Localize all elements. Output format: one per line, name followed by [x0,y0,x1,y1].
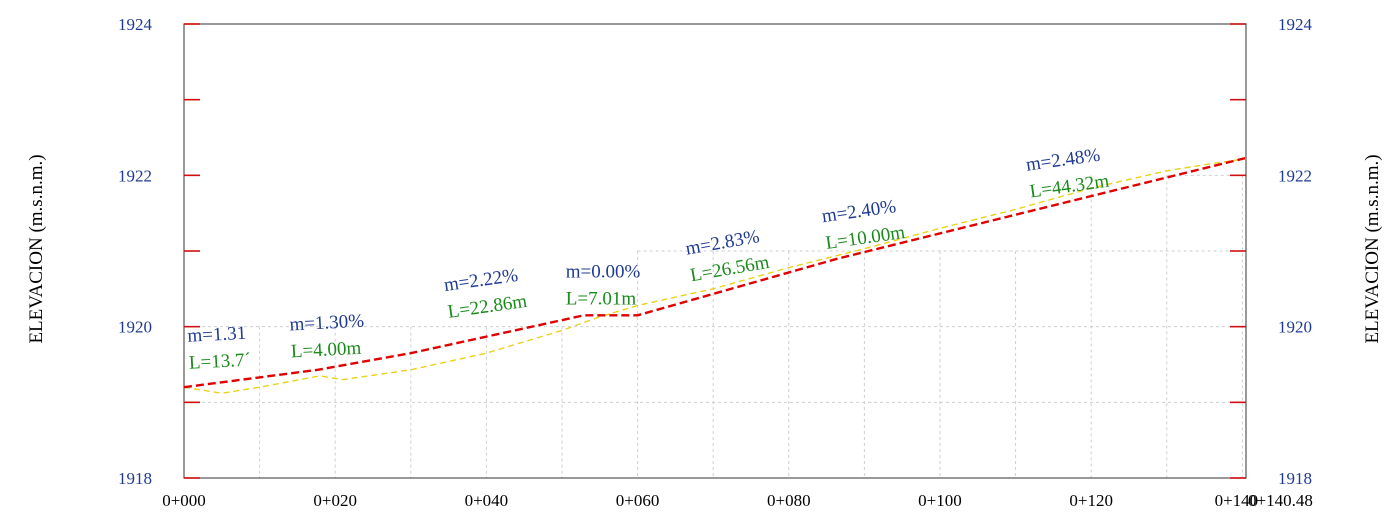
x-tick-label: 0+100 [918,491,962,510]
grid [184,174,1246,478]
y-axis-right: 1918 1920 1922 1924 [1278,15,1313,488]
frame-ticks [184,23,1246,479]
x-tick-label: 0+080 [767,491,811,510]
series-layer [183,156,1247,394]
segment-label: m=2.83%L=26.56m [684,226,771,286]
y-tick-label-left: 1924 [118,15,153,34]
x-tick-label: 0+020 [313,491,357,510]
y-axis-title-right: ELEVACION (m.s.n.m.) [1362,154,1383,343]
x-tick-label: 0+000 [162,491,206,510]
segment-slope-label: m=2.22% [443,265,520,296]
segment-slope-label: m=0.00% [566,261,641,282]
segment-length-label: L=44.32m [1028,171,1110,203]
x-tick-label: 0+120 [1069,491,1113,510]
segment-length-label: L=7.01m [566,288,637,309]
segment-slope-label: m=2.48% [1025,145,1102,176]
segment-label: m=0.00% L=7.01m [566,261,641,309]
segment-length-label: L=22.86m [446,291,528,323]
y-tick-label-left: 1918 [118,469,152,488]
segment-slope-label: m=1.30% [289,311,365,336]
segment-slope-label: m=2.40% [821,196,898,227]
x-tick-label: 0+040 [465,491,509,510]
x-axis: 0+000 0+020 0+040 0+060 0+080 0+100 0+120 0+140… [162,491,1313,510]
segment-label: m=2.22%L=22.86m [443,265,529,323]
segment-label: m=1.31 L=13.7´ [187,323,251,374]
segment-length-label: L=4.00m [290,338,362,363]
y-axis-title-left: ELEVACION (m.s.n.m.) [26,154,47,343]
segment-labels: m=1.31 L=13.7´ m=1.30%L=4.00m m=2.22%L=22.8… [187,145,1111,374]
x-tick-label: 0+060 [616,491,660,510]
terrain-line [183,157,1247,394]
x-tick-label: 0+140.48 [1248,491,1313,510]
segment-length-label: L=13.7´ [188,350,251,374]
segment-slope-label: m=1.31 [187,323,247,347]
x-tick-label: 0+140 [1215,491,1259,510]
grade-line [183,156,1247,389]
y-tick-label-right: 1920 [1278,318,1312,337]
y-tick-label-right: 1918 [1278,469,1312,488]
segment-label: m=1.30%L=4.00m [289,311,365,363]
y-axis-left: 1918 1920 1922 1924 [118,15,153,488]
y-tick-label-left: 1920 [118,318,152,337]
y-tick-label-right: 1924 [1278,15,1313,34]
y-tick-label-left: 1922 [118,166,152,185]
y-tick-label-right: 1922 [1278,166,1312,185]
